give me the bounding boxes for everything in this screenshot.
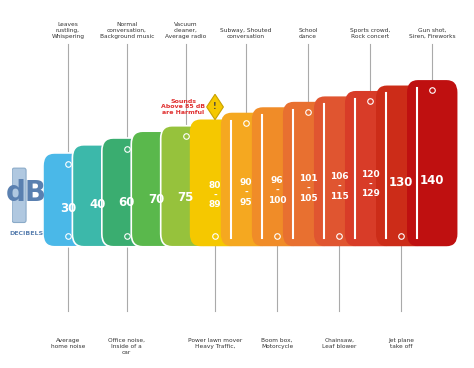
Text: 60: 60 [118,196,135,209]
Text: Office noise,
Inside of a
car: Office noise, Inside of a car [108,338,145,355]
FancyBboxPatch shape [221,113,271,246]
FancyBboxPatch shape [376,85,427,246]
Text: 70: 70 [148,193,164,206]
Text: DECIBELS: DECIBELS [9,231,43,236]
FancyBboxPatch shape [407,80,457,246]
Text: Subway, Shouted
conversation: Subway, Shouted conversation [220,28,272,39]
Text: 101
-
105: 101 - 105 [299,174,318,203]
Text: !: ! [213,102,217,112]
FancyBboxPatch shape [190,120,240,246]
Text: Vacuum
cleaner,
Average radio: Vacuum cleaner, Average radio [165,22,206,39]
FancyBboxPatch shape [161,126,210,247]
Text: Boom box,
Motorcycle: Boom box, Motorcycle [261,338,293,349]
FancyBboxPatch shape [345,91,395,246]
Text: Average
home noise: Average home noise [51,338,85,349]
FancyBboxPatch shape [43,153,93,247]
Text: Sounds
Above 85 dB
are Harmful: Sounds Above 85 dB are Harmful [161,99,205,115]
Text: 30: 30 [60,202,76,215]
Text: Sports crowd,
Rock concert: Sports crowd, Rock concert [350,28,390,39]
Text: Chainsaw,
Leaf blower: Chainsaw, Leaf blower [322,338,356,349]
Text: Leaves
rustling,
Whispering: Leaves rustling, Whispering [51,22,84,39]
Text: 75: 75 [177,191,194,204]
Text: 90
-
95: 90 - 95 [240,178,252,207]
FancyBboxPatch shape [12,168,26,223]
FancyBboxPatch shape [102,138,152,247]
FancyBboxPatch shape [283,102,333,246]
Text: dB: dB [6,179,46,207]
Text: School
dance: School dance [298,28,318,39]
FancyBboxPatch shape [252,107,302,246]
Text: 106
-
115: 106 - 115 [330,172,348,201]
Text: Power lawn mover
Heavy Traffic,: Power lawn mover Heavy Traffic, [188,338,242,349]
Text: 120
-
129: 120 - 129 [361,170,380,198]
FancyBboxPatch shape [314,96,365,246]
Text: 40: 40 [89,198,105,211]
Text: Gun shot,
Siren, Fireworks: Gun shot, Siren, Fireworks [409,28,456,39]
Text: 140: 140 [420,174,445,187]
Polygon shape [207,94,223,120]
FancyBboxPatch shape [73,145,122,247]
Text: Normal
conversation,
Background music: Normal conversation, Background music [100,22,154,39]
Text: 80
-
89: 80 - 89 [209,181,221,209]
Text: Jet plane
take off: Jet plane take off [388,338,414,349]
FancyBboxPatch shape [131,131,181,247]
Text: 96
-
100: 96 - 100 [268,176,286,205]
Text: 130: 130 [389,176,413,189]
